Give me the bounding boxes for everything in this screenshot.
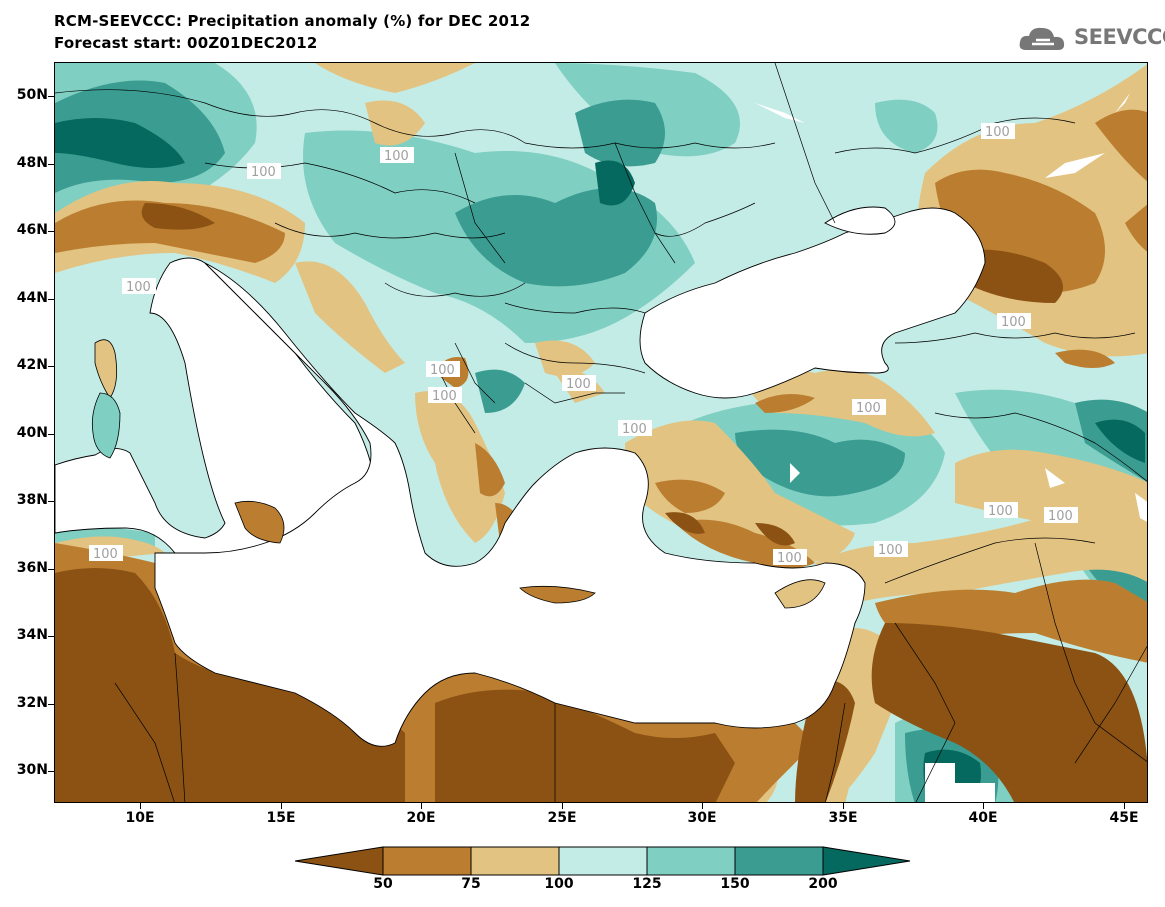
- contour-label: 100: [566, 377, 591, 392]
- lon-label-15e: 15E: [266, 810, 296, 826]
- lon-tick: [1124, 803, 1125, 809]
- lon-tick: [562, 803, 563, 809]
- colorbar-band-50-75: [382, 846, 472, 876]
- contour-label: 100: [988, 504, 1013, 519]
- lon-tick: [702, 803, 703, 809]
- contour-label: 100: [126, 280, 151, 295]
- lon-label-45e: 45E: [1109, 810, 1139, 826]
- lat-label-36n: 36N: [16, 560, 48, 576]
- lat-label-40n: 40N: [16, 425, 48, 441]
- band-under-50: [55, 203, 1147, 802]
- contour-label: 100: [432, 389, 457, 404]
- colorbar-label-75: 75: [461, 876, 481, 892]
- lat-tick: [48, 569, 54, 570]
- lat-label-38n: 38N: [16, 492, 48, 508]
- anomaly-field: 100 100 100 100 100 100 100 100 100 100 …: [55, 63, 1147, 802]
- forecast-start-subtitle: Forecast start: 00Z01DEC2012: [54, 34, 318, 52]
- lat-label-48n: 48N: [16, 155, 48, 171]
- colorbar-band-75-100: [470, 846, 560, 876]
- contour-label: 100: [1001, 315, 1026, 330]
- lat-tick: [48, 636, 54, 637]
- islands: [91, 339, 826, 609]
- lon-tick: [140, 803, 141, 809]
- contour-label: 100: [856, 401, 881, 416]
- lat-tick: [48, 366, 54, 367]
- contour-label: 100: [384, 149, 409, 164]
- colorbar-label-200: 200: [808, 876, 838, 892]
- logo-text: SEEVCCC: [1074, 25, 1165, 49]
- lon-label-35e: 35E: [828, 810, 858, 826]
- contour-label: 100: [251, 165, 276, 180]
- precipitation-anomaly-map: 100 100 100 100 100 100 100 100 100 100 …: [54, 62, 1148, 803]
- contour-labels: 100 100 100 100 100 100 100 100 100 100 …: [89, 123, 1078, 566]
- lon-label-20e: 20E: [406, 810, 436, 826]
- cloud-icon: [1019, 27, 1065, 50]
- lon-label-30e: 30E: [687, 810, 717, 826]
- map-title: RCM-SEEVCCC: Precipitation anomaly (%) f…: [54, 12, 531, 30]
- lat-tick: [48, 231, 54, 232]
- seevccc-logo: SEEVCCC: [1018, 22, 1165, 56]
- lat-label-44n: 44N: [16, 290, 48, 306]
- country-borders: [55, 63, 1147, 802]
- lat-tick: [48, 164, 54, 165]
- colorbar-label-125: 125: [632, 876, 662, 892]
- sea-mask: [55, 206, 986, 747]
- lon-label-25e: 25E: [547, 810, 577, 826]
- lat-label-42n: 42N: [16, 357, 48, 373]
- colorbar-legend: [295, 846, 911, 876]
- lat-label-50n: 50N: [16, 87, 48, 103]
- lon-tick: [843, 803, 844, 809]
- contour-label: 100: [985, 125, 1010, 140]
- lat-tick: [48, 96, 54, 97]
- no-data-areas: [755, 83, 1147, 802]
- lon-tick: [983, 803, 984, 809]
- colorbar-band-125-150: [646, 846, 736, 876]
- colorbar-band-over-200: [822, 846, 911, 876]
- lon-label-40e: 40E: [968, 810, 998, 826]
- contour-label: 100: [878, 543, 903, 558]
- contour-label: 100: [622, 422, 647, 437]
- lat-label-30n: 30N: [16, 762, 48, 778]
- colorbar-label-150: 150: [720, 876, 750, 892]
- contour-label: 100: [777, 551, 802, 566]
- lon-tick: [281, 803, 282, 809]
- lat-tick: [48, 434, 54, 435]
- lon-tick: [421, 803, 422, 809]
- lat-label-32n: 32N: [16, 695, 48, 711]
- lat-tick: [48, 501, 54, 502]
- contour-label: 100: [430, 363, 455, 378]
- lat-tick: [48, 299, 54, 300]
- contour-label: 100: [93, 547, 118, 562]
- colorbar-band-under-50: [295, 846, 384, 876]
- lat-tick: [48, 771, 54, 772]
- lat-label-34n: 34N: [16, 627, 48, 643]
- lat-tick: [48, 704, 54, 705]
- lat-label-46n: 46N: [16, 222, 48, 238]
- colorbar-band-100-125: [558, 846, 648, 876]
- contour-label: 100: [1048, 509, 1073, 524]
- colorbar-label-100: 100: [544, 876, 574, 892]
- colorbar-band-150-200: [734, 846, 824, 876]
- lon-label-10e: 10E: [125, 810, 155, 826]
- colorbar-label-50: 50: [373, 876, 393, 892]
